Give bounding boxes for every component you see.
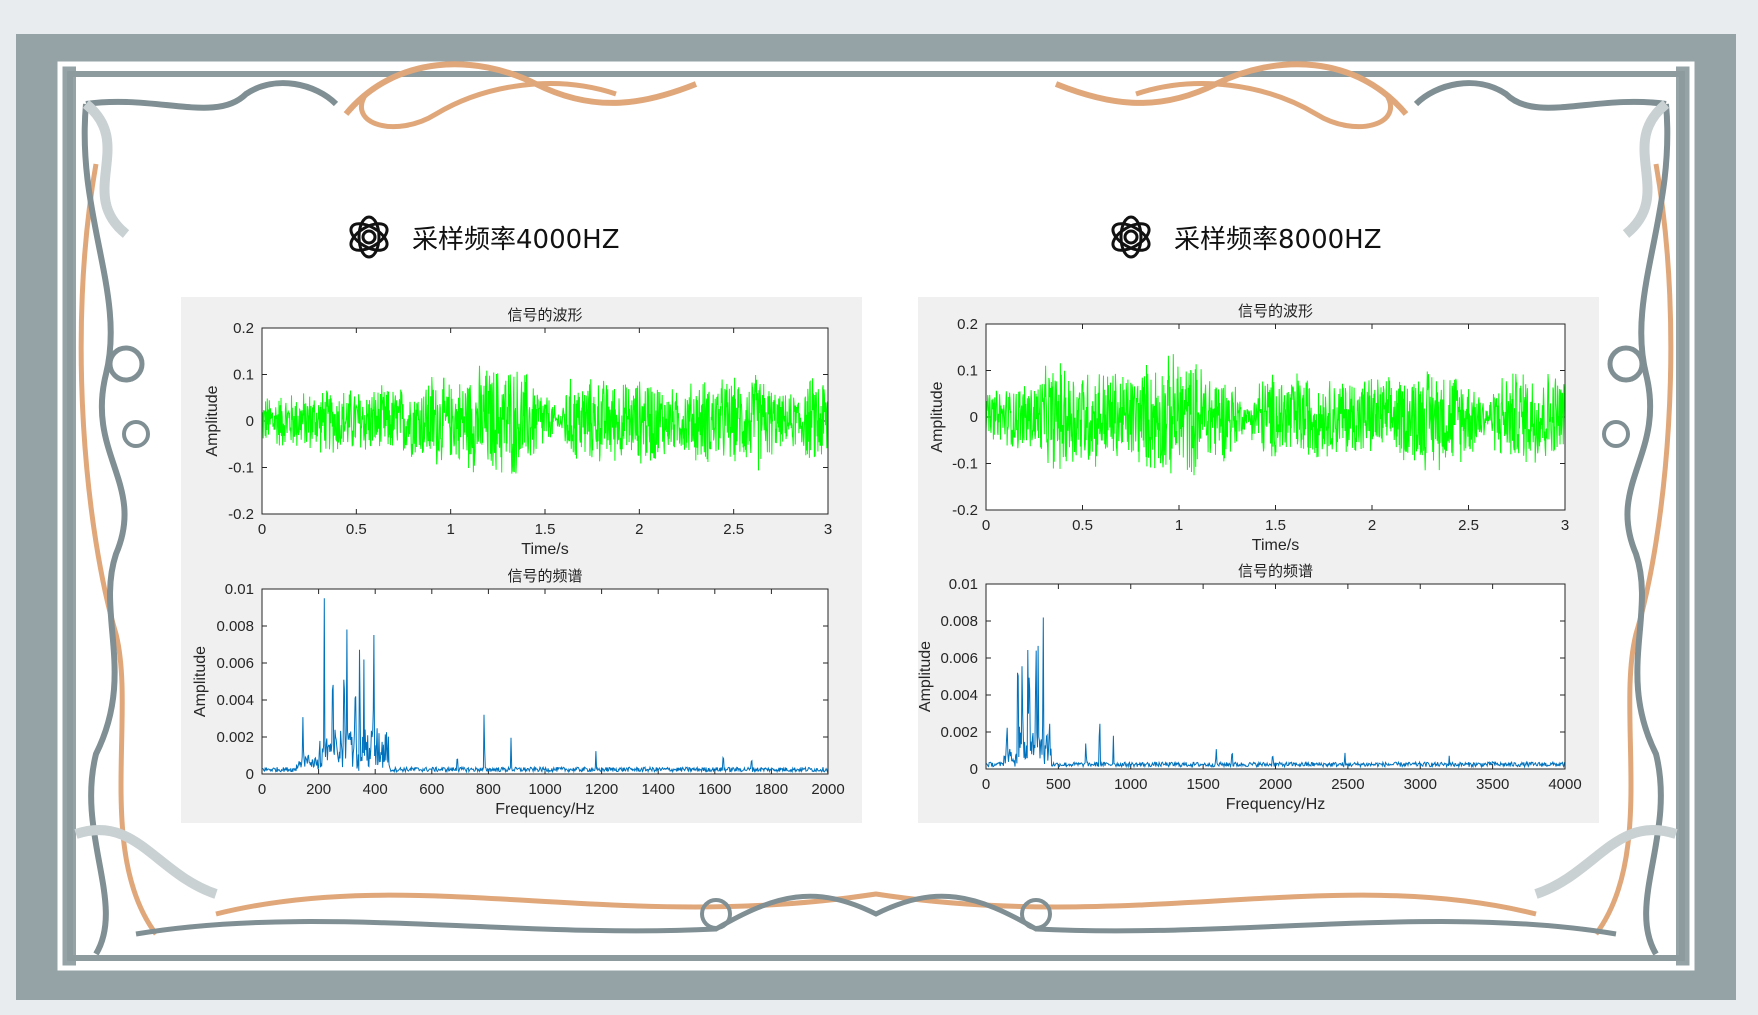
spectrum-line [261,598,829,774]
x-axis-label: Time/s [521,541,568,558]
y-tick-label: 0 [970,409,978,426]
x-tick-label: 1 [446,521,454,538]
x-axis-label: Frequency/Hz [495,801,595,818]
heading-right-text: 采样频率8000HZ [1174,224,1382,255]
y-tick-label: 0.2 [957,316,978,333]
y-tick-label: 0 [246,766,254,783]
y-axis-label: Amplitude [192,646,209,717]
figure-4000hz: 0 0.5 1 1.5 2 2.5 3 -0.2 -0.1 0 0.1 0.2 信号的波形 Time/s A… [192,306,845,818]
y-tick-label: 0.004 [940,687,978,704]
y-tick-label: -0.1 [228,460,254,477]
y-tick-label: -0.2 [952,502,978,519]
x-tick-label: 2000 [1259,776,1292,793]
plot-frame [985,583,1566,770]
y-tick-label: 0.2 [233,320,254,337]
figure-panel-8000hz: 0 0.5 1 1.5 2 2.5 3 -0.2 -0.1 0 0.1 0.2 信号的波形 Time/s A… [918,297,1599,823]
x-tick-label: 2 [635,521,643,538]
chart-title: 信号的频谱 [1238,562,1313,580]
y-tick-label: -0.2 [228,506,254,523]
x-tick-label: 2 [1368,517,1376,534]
x-tick-label: 1500 [1186,776,1219,793]
x-tick-label: 4000 [1548,776,1581,793]
x-tick-label: 0.5 [346,521,367,538]
heading-right: 采样频率8000HZ [1108,214,1382,260]
plot-frame [261,327,829,515]
chart-title: 信号的波形 [1238,302,1313,320]
x-tick-label: 0 [258,521,266,538]
y-tick-label: 0.004 [216,692,254,709]
x-tick-label: 500 [1046,776,1071,793]
x-tick-label: 1000 [528,781,561,798]
x-tick-label: 3 [824,521,832,538]
atom-rose-icon [1111,215,1151,259]
x-tick-label: 1 [1175,517,1183,534]
x-tick-label: 600 [419,781,444,798]
x-tick-label: 1400 [642,781,675,798]
x-tick-label: 400 [363,781,388,798]
x-tick-label: 200 [306,781,331,798]
waveform-line [261,365,829,474]
x-tick-label: 3000 [1404,776,1437,793]
y-tick-label: 0.1 [957,363,978,380]
x-tick-label: 0.5 [1072,517,1093,534]
plot-area [986,584,1565,769]
x-tick-label: 1800 [755,781,788,798]
y-tick-label: 0.002 [940,724,978,741]
x-tick-label: 2000 [811,781,844,798]
spectrum-line [986,617,1566,769]
y-tick-label: 0.01 [225,581,254,598]
y-tick-label: 0 [970,761,978,778]
x-tick-label: 1200 [585,781,618,798]
y-tick-label: -0.1 [952,456,978,473]
x-tick-label: 0 [258,781,266,798]
atom-rose-icon [349,215,389,259]
heading-left: 采样频率4000HZ [346,214,620,260]
x-tick-label: 2.5 [1458,517,1479,534]
y-tick-label: 0.1 [233,367,254,384]
plot-frame [985,323,1566,511]
heading-left-text: 采样频率4000HZ [412,224,620,255]
y-tick-label: 0.006 [216,655,254,672]
y-tick-label: 0.008 [940,613,978,630]
y-axis-label: Amplitude [918,641,934,712]
x-tick-label: 1000 [1114,776,1147,793]
y-tick-label: 0.006 [940,650,978,667]
y-axis-label: Amplitude [204,385,221,456]
y-tick-label: 0.01 [949,576,978,593]
x-tick-label: 0 [982,517,990,534]
x-tick-label: 3500 [1476,776,1509,793]
x-axis-label: Time/s [1252,537,1299,554]
figure-8000hz: 0 0.5 1 1.5 2 2.5 3 -0.2 -0.1 0 0.1 0.2 信号的波形 Time/s A… [918,302,1582,813]
x-tick-label: 0 [982,776,990,793]
x-tick-label: 3 [1561,517,1569,534]
x-tick-label: 1600 [698,781,731,798]
chart-title: 信号的波形 [507,306,582,324]
waveform-line [985,354,1566,476]
y-tick-label: 0.008 [216,618,254,635]
x-tick-label: 800 [476,781,501,798]
x-axis-label: Frequency/Hz [1226,796,1326,813]
x-tick-label: 2.5 [723,521,744,538]
x-tick-label: 1.5 [535,521,556,538]
y-tick-label: 0 [246,413,254,430]
figure-panel-4000hz: 0 0.5 1 1.5 2 2.5 3 -0.2 -0.1 0 0.1 0.2 信号的波形 Time/s A… [181,297,862,823]
y-axis-label: Amplitude [929,381,946,452]
x-tick-label: 1.5 [1265,517,1286,534]
x-tick-label: 2500 [1331,776,1364,793]
chart-title: 信号的频谱 [507,567,582,585]
y-tick-label: 0.002 [216,729,254,746]
plot-frame [261,588,829,775]
